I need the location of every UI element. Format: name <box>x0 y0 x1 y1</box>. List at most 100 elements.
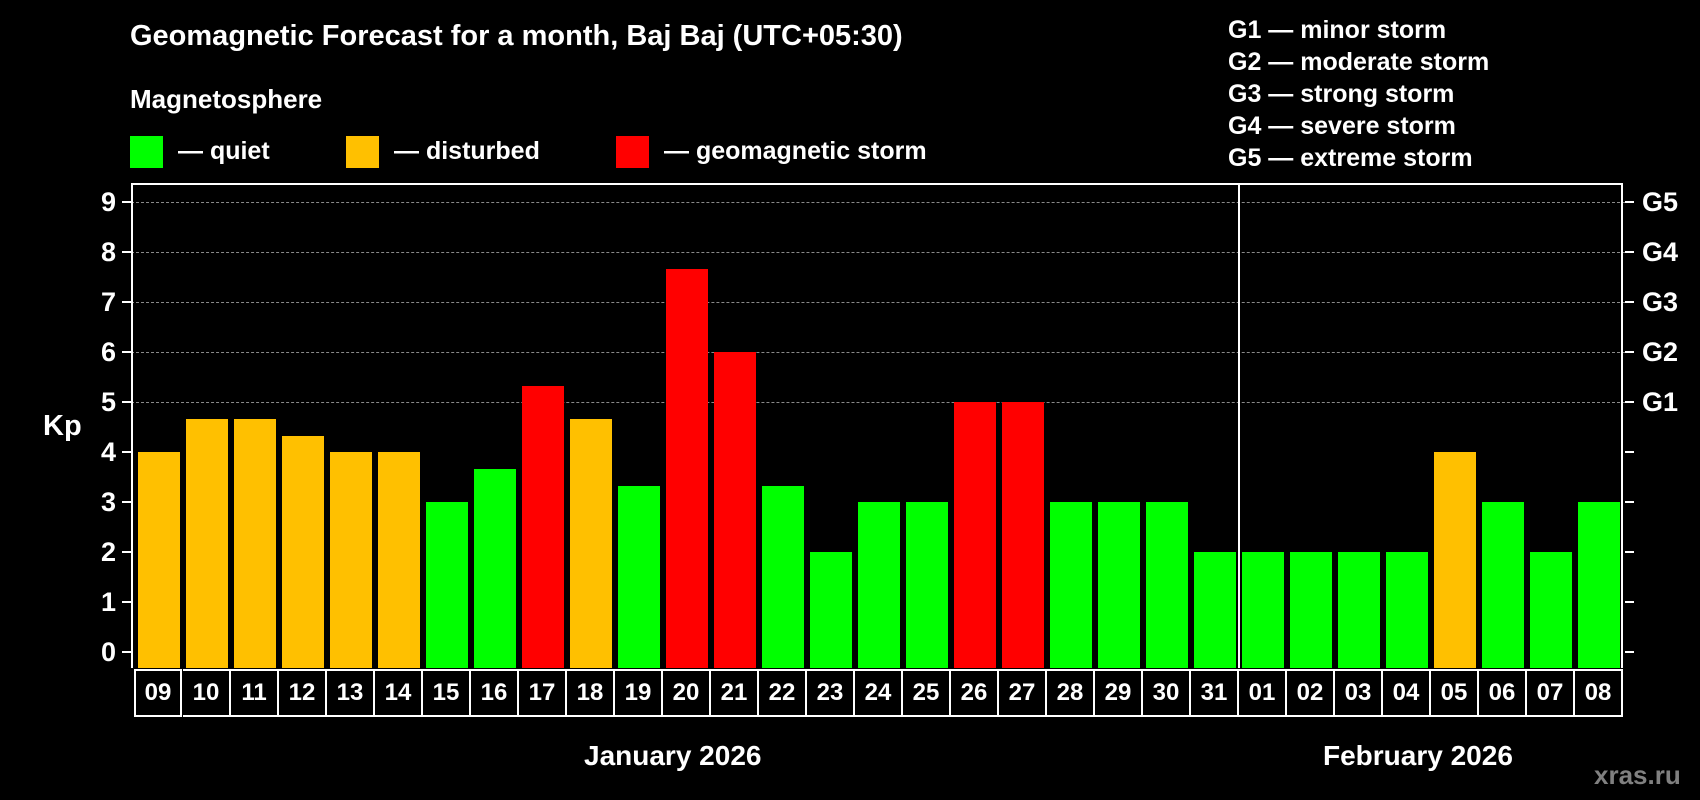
day-label: 18 <box>567 669 615 717</box>
kp-bar-disturbed <box>138 452 180 668</box>
gridline-8 <box>131 252 1625 253</box>
kp-bar-quiet <box>1290 552 1332 668</box>
watermark: xras.ru <box>1594 760 1681 790</box>
storm-level-tick-label: G5 <box>1642 187 1679 217</box>
day-label: 01 <box>1239 669 1287 717</box>
y-tick-label: 1 <box>100 587 116 617</box>
y-tick-mark <box>122 551 131 553</box>
right-tick-mark <box>1625 351 1634 353</box>
kp-bar-quiet <box>426 502 468 668</box>
right-tick-mark <box>1625 551 1634 553</box>
y-tick-label: 3 <box>100 487 116 517</box>
kp-bar-quiet <box>1146 502 1188 668</box>
storm-level-legend: G1 — minor storm G2 — moderate storm G3 … <box>1228 14 1489 174</box>
day-label: 19 <box>615 669 663 717</box>
quiet-swatch <box>130 135 163 168</box>
storm-level-g1: G1 — minor storm <box>1228 16 1447 44</box>
day-label: 04 <box>1383 669 1431 717</box>
day-label: 09 <box>134 669 182 717</box>
y-tick-mark <box>122 451 131 453</box>
right-tick-mark <box>1625 601 1634 603</box>
storm-level-g3: G3 — strong storm <box>1228 80 1455 108</box>
day-label: 12 <box>279 669 327 717</box>
kp-bar-quiet <box>474 468 516 668</box>
legend-quiet: — quiet <box>130 135 270 168</box>
kp-bar-disturbed <box>234 418 276 668</box>
gridline-5 <box>131 402 1625 403</box>
kp-bar-quiet <box>906 502 948 668</box>
y-tick-mark <box>122 401 131 403</box>
legend-heading: Magnetosphere <box>130 84 323 114</box>
day-label: 29 <box>1095 669 1143 717</box>
kp-bar-quiet <box>1386 552 1428 668</box>
legend-quiet-label: — quiet <box>178 137 270 165</box>
y-tick-mark <box>122 351 131 353</box>
disturbed-swatch <box>346 135 379 168</box>
y-tick-mark <box>122 301 131 303</box>
day-label: 24 <box>855 669 903 717</box>
day-label: 06 <box>1479 669 1527 717</box>
y-tick-label: 2 <box>100 537 116 567</box>
day-label: 08 <box>1575 669 1623 717</box>
day-label: 05 <box>1431 669 1479 717</box>
y-tick-label: 8 <box>100 237 116 267</box>
y-tick-mark <box>122 251 131 253</box>
y-tick-mark <box>122 601 131 603</box>
kp-bar-disturbed <box>186 418 228 668</box>
y-axis-label: Kp <box>43 410 82 442</box>
day-label: 14 <box>375 669 423 717</box>
y-tick-mark <box>122 201 131 203</box>
plot-area <box>131 183 1623 668</box>
right-tick-mark <box>1625 201 1634 203</box>
storm-level-tick-label: G2 <box>1642 337 1679 367</box>
y-tick-label: 5 <box>100 387 116 417</box>
day-label: 27 <box>999 669 1047 717</box>
month-label-february: February 2026 <box>1323 740 1513 771</box>
kp-bar-quiet <box>1338 552 1380 668</box>
legend-storm-label: — geomagnetic storm <box>664 137 927 165</box>
legend-disturbed-label: — disturbed <box>394 137 540 165</box>
chart-title: Geomagnetic Forecast for a month, Baj Ba… <box>130 20 903 52</box>
right-tick-mark <box>1625 501 1634 503</box>
day-label: 28 <box>1047 669 1095 717</box>
kp-bar-disturbed <box>378 452 420 668</box>
day-label: 15 <box>423 669 471 717</box>
month-label-january: January 2026 <box>584 740 762 771</box>
right-tick-mark <box>1625 401 1634 403</box>
storm-swatch <box>616 135 649 168</box>
kp-bar-storm <box>714 352 756 668</box>
kp-bar-quiet <box>1194 552 1236 668</box>
y-tick-label: 0 <box>100 637 116 667</box>
month-divider <box>1238 183 1240 668</box>
day-label: 13 <box>327 669 375 717</box>
kp-bar-storm <box>1002 402 1044 668</box>
kp-bar-quiet <box>1482 502 1524 668</box>
day-label: 30 <box>1143 669 1191 717</box>
kp-bar-quiet <box>618 485 660 668</box>
right-tick-mark <box>1625 251 1634 253</box>
y-tick-label: 4 <box>100 437 116 467</box>
day-label: 02 <box>1287 669 1335 717</box>
y-tick-label: 7 <box>100 287 116 317</box>
kp-bar-disturbed <box>330 452 372 668</box>
gridline-9 <box>131 202 1625 203</box>
kp-bar-quiet <box>1098 502 1140 668</box>
day-label: 25 <box>903 669 951 717</box>
kp-bar-disturbed <box>282 435 324 668</box>
day-label: 03 <box>1335 669 1383 717</box>
storm-level-tick-label: G3 <box>1642 287 1679 317</box>
kp-bar-quiet <box>762 485 804 668</box>
kp-bar-storm <box>522 385 564 668</box>
day-label: 23 <box>807 669 855 717</box>
kp-bar-quiet <box>1578 502 1620 668</box>
storm-level-tick-label: G4 <box>1642 237 1679 267</box>
kp-bar-storm <box>666 268 708 668</box>
right-tick-mark <box>1625 651 1634 653</box>
kp-bar-storm <box>954 402 996 668</box>
gridline-6 <box>131 352 1625 353</box>
y-tick-mark <box>122 651 131 653</box>
y-tick-label: 6 <box>100 337 116 367</box>
kp-bar-disturbed <box>1434 452 1476 668</box>
day-label: 17 <box>519 669 567 717</box>
kp-bar-quiet <box>1242 552 1284 668</box>
